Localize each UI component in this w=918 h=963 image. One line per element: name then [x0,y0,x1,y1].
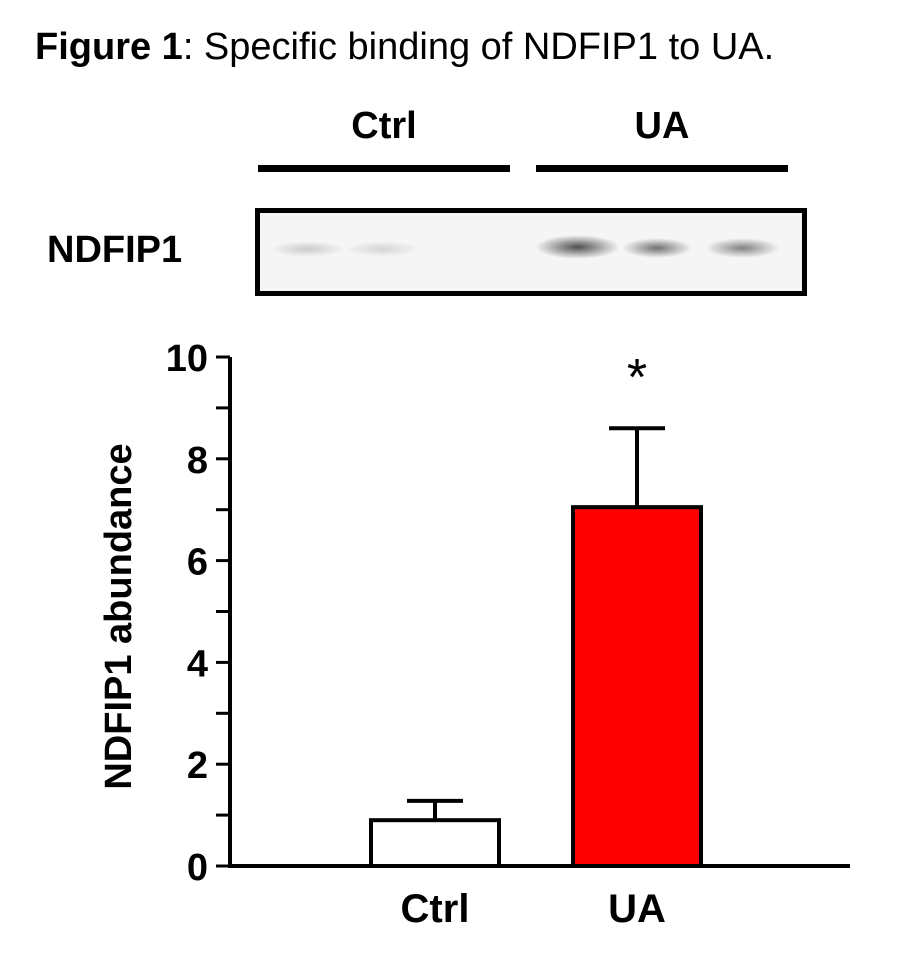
figure-caption-colon: : [182,26,194,68]
bar-ctrl [369,818,501,869]
significance-asterisk: * [627,349,647,407]
blot-group-label-ctrl: Ctrl [351,105,417,147]
y-tick-label: 6 [187,542,208,584]
blot-band-ua-1 [535,235,620,259]
x-tick-label-ua: UA [608,887,666,931]
blot-band-ua-2 [622,238,692,258]
y-axis-label: NDFIP1 abundance [98,443,140,789]
figure-caption-text: Specific binding of NDFIP1 to UA. [193,26,775,68]
y-tick-label: 10 [166,338,208,380]
figure-caption: Figure 1: Specific binding of NDFIP1 to … [35,26,774,69]
blot-group-bar-ctrl [258,165,510,172]
western-blot-image [255,208,807,296]
bar-ua [571,505,703,868]
y-tick-label: 4 [187,643,208,685]
blot-group-label-ua: UA [634,105,690,147]
blot-band-ua-3 [705,238,780,258]
y-tick-label: 8 [187,440,208,482]
x-tick-label-ctrl: Ctrl [401,887,470,931]
y-tick-label: 0 [187,847,208,889]
blot-row-label: NDFIP1 [47,229,183,271]
blot-band-ctrl-2 [345,241,420,257]
figure-caption-label: Figure 1 [35,26,183,68]
y-tick-label: 2 [187,745,208,787]
blot-group-bar-ua [536,165,788,172]
blot-band-ctrl-1 [270,241,345,257]
